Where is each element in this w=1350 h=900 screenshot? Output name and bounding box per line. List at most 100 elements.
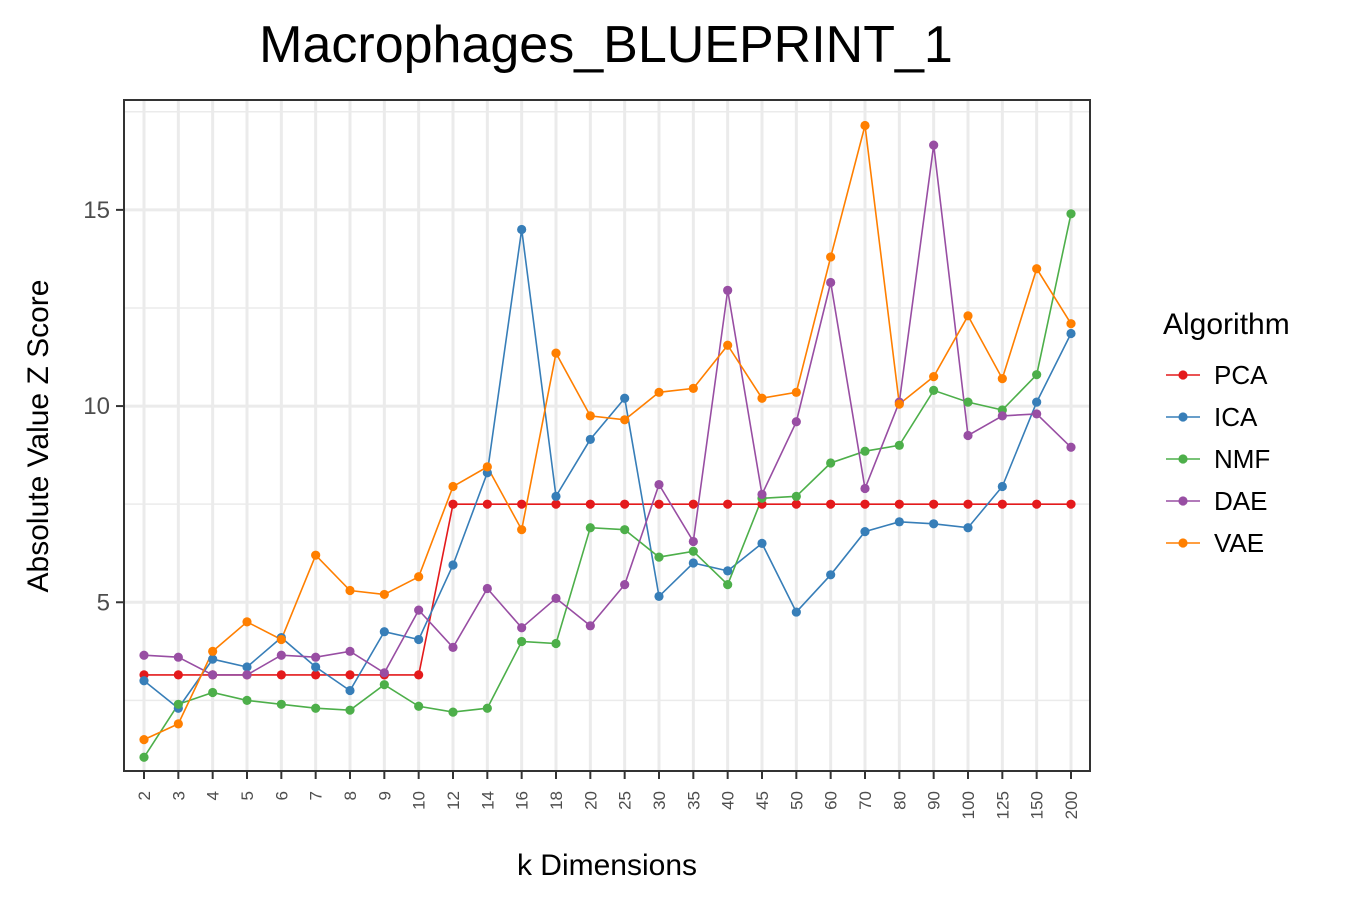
x-tick-label: 20 — [581, 791, 600, 810]
point-pca — [448, 499, 458, 509]
legend-key-point-pca — [1178, 370, 1188, 380]
point-nmf — [791, 491, 801, 501]
x-tick-label: 4 — [204, 791, 223, 800]
series-lines — [143, 125, 1072, 758]
point-dae — [723, 285, 733, 295]
point-vae — [139, 735, 149, 745]
x-tick-label: 9 — [375, 791, 394, 800]
point-vae — [208, 646, 218, 656]
legend-key-point-vae — [1178, 538, 1188, 548]
x-tick-label: 45 — [753, 791, 772, 810]
point-ica — [894, 517, 904, 527]
x-tick-label: 60 — [822, 791, 841, 810]
point-pca — [482, 499, 492, 509]
chart-title: Macrophages_BLUEPRINT_1 — [259, 16, 953, 74]
x-tick-label: 12 — [444, 791, 463, 810]
point-vae — [791, 387, 801, 397]
point-nmf — [311, 703, 321, 713]
point-ica — [414, 634, 424, 645]
point-pca — [551, 499, 561, 509]
point-dae — [791, 417, 801, 427]
point-dae — [448, 642, 458, 652]
point-ica — [551, 491, 561, 501]
point-pca — [688, 499, 698, 509]
point-vae — [723, 340, 733, 350]
y-tick-label: 10 — [83, 393, 110, 420]
point-ica — [929, 519, 939, 529]
point-ica — [1066, 328, 1076, 339]
point-nmf — [826, 458, 836, 468]
point-vae — [826, 252, 836, 262]
legend-label-vae: VAE — [1214, 528, 1264, 558]
point-ica — [620, 393, 630, 403]
point-vae — [620, 415, 630, 425]
x-tick-label: 90 — [925, 791, 944, 810]
x-tick-label: 35 — [684, 791, 703, 810]
point-vae — [860, 120, 870, 131]
point-dae — [242, 670, 252, 680]
point-ica — [242, 662, 252, 672]
legend-label-dae: DAE — [1214, 486, 1267, 516]
point-dae — [997, 411, 1007, 421]
x-tick-label: 50 — [787, 791, 806, 810]
series-line-vae — [143, 125, 1072, 741]
point-pca — [654, 499, 664, 509]
x-tick-label: 7 — [307, 791, 326, 800]
point-ica — [997, 481, 1007, 492]
point-nmf — [208, 687, 218, 698]
point-vae — [688, 383, 698, 394]
point-ica — [585, 434, 595, 445]
point-pca — [173, 670, 183, 680]
point-dae — [688, 536, 698, 547]
x-axis: 2 3 4 5 6 7 8 9 10 12 14 16 18 20 25 30 35 40 45 50 60 70 80 90… — [135, 771, 1081, 819]
point-pca — [997, 499, 1007, 509]
point-nmf — [379, 680, 389, 690]
y-tick-label: 5 — [97, 589, 110, 616]
x-tick-label: 200 — [1062, 791, 1081, 819]
point-ica — [688, 558, 698, 568]
point-ica — [757, 538, 767, 549]
legend-label-ica: ICA — [1214, 402, 1258, 432]
point-nmf — [551, 638, 561, 649]
point-nmf — [482, 703, 492, 713]
point-dae — [929, 140, 939, 150]
point-nmf — [688, 546, 698, 556]
point-dae — [585, 621, 595, 631]
point-vae — [551, 348, 561, 358]
legend-key-point-dae — [1178, 496, 1188, 506]
point-dae — [139, 650, 149, 660]
point-nmf — [654, 552, 664, 562]
point-vae — [414, 572, 424, 582]
point-pca — [929, 499, 939, 509]
point-pca — [311, 670, 321, 680]
point-vae — [997, 374, 1007, 384]
point-nmf — [242, 695, 252, 705]
point-pca — [1032, 499, 1042, 509]
point-dae — [379, 668, 389, 678]
point-nmf — [963, 397, 973, 407]
point-ica — [963, 523, 973, 533]
point-nmf — [173, 699, 183, 709]
point-ica — [860, 527, 870, 537]
point-dae — [517, 623, 527, 633]
point-vae — [757, 393, 767, 403]
point-nmf — [276, 699, 286, 709]
point-pca — [860, 499, 870, 509]
point-vae — [379, 589, 389, 600]
point-dae — [963, 430, 973, 441]
x-tick-label: 3 — [169, 791, 188, 800]
point-nmf — [448, 707, 458, 717]
point-ica — [826, 570, 836, 580]
series-line-pca — [144, 503, 1071, 676]
point-vae — [311, 550, 321, 560]
point-dae — [654, 479, 664, 490]
point-vae — [585, 411, 595, 421]
point-dae — [414, 605, 424, 615]
y-tick-label: 15 — [83, 197, 110, 224]
point-vae — [517, 525, 527, 535]
point-ica — [448, 560, 458, 570]
legend-label-nmf: NMF — [1214, 444, 1270, 474]
point-pca — [620, 499, 630, 509]
x-tick-label: 125 — [993, 791, 1012, 819]
